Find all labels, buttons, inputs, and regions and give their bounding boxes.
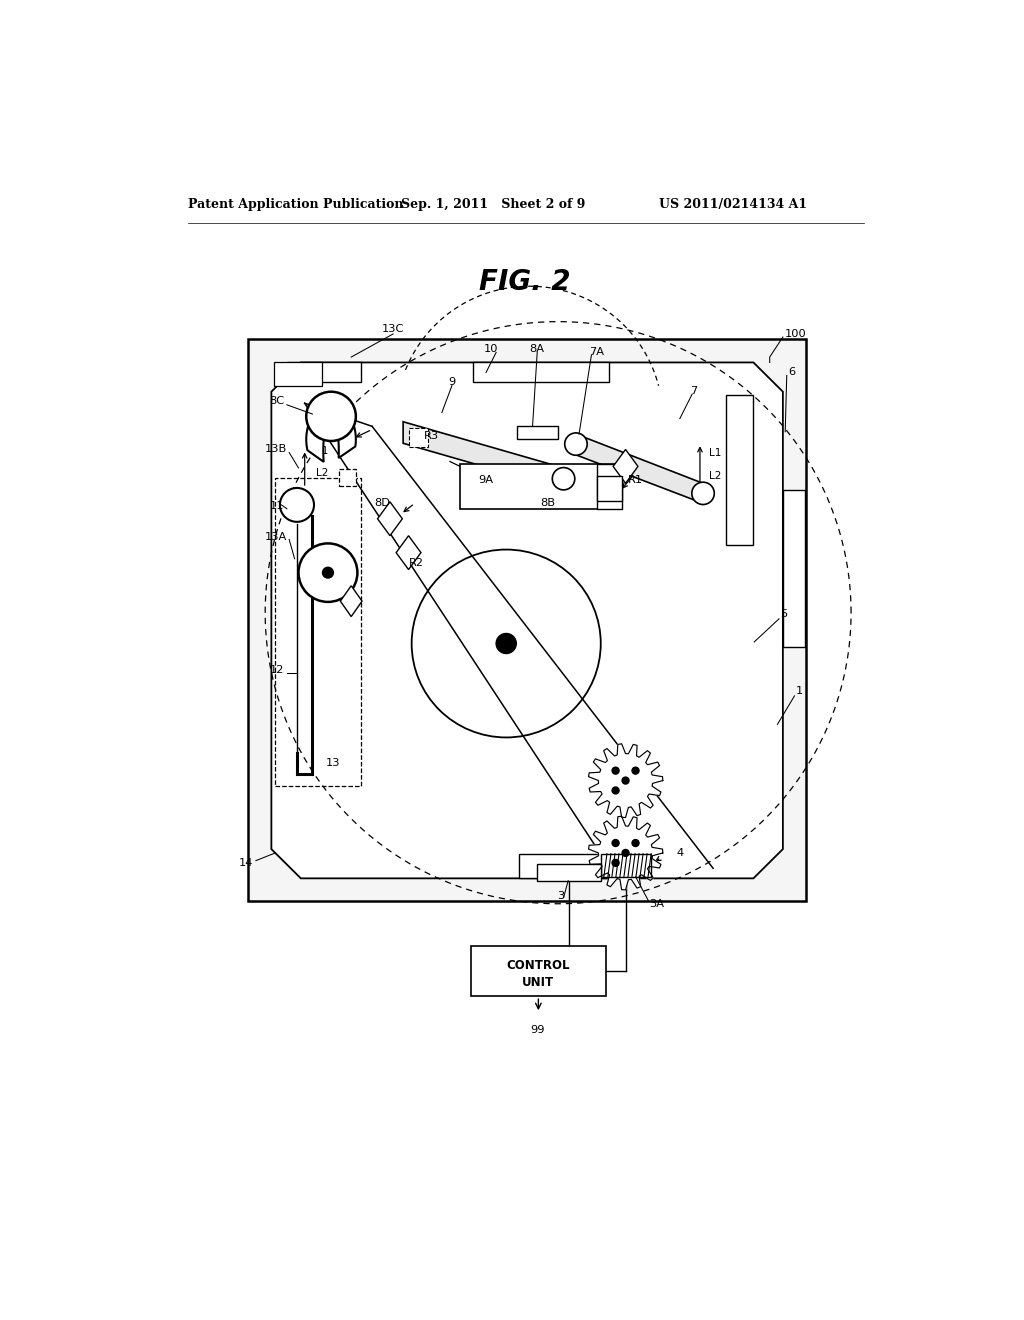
Text: CONTROL: CONTROL (507, 958, 570, 972)
Text: 5: 5 (780, 610, 787, 619)
Bar (471, 946, 606, 997)
Bar (460, 465, 623, 508)
Text: 3A: 3A (649, 899, 664, 908)
Text: 9A: 9A (478, 475, 494, 486)
Bar (473, 363, 608, 381)
Text: L2: L2 (710, 471, 722, 480)
Circle shape (496, 634, 516, 653)
Polygon shape (306, 404, 356, 462)
Bar (601, 854, 651, 876)
Text: 13B: 13B (264, 445, 287, 454)
Circle shape (306, 392, 356, 441)
Text: 13A: 13A (264, 532, 287, 543)
Text: 7A: 7A (589, 347, 604, 358)
Text: 7: 7 (690, 385, 697, 396)
Bar (783, 490, 805, 647)
Text: 9: 9 (449, 376, 456, 387)
Circle shape (632, 840, 639, 846)
Text: 13C: 13C (382, 325, 404, 334)
Circle shape (564, 433, 587, 455)
Text: 8B: 8B (541, 499, 556, 508)
Text: R2: R2 (409, 557, 424, 568)
Polygon shape (378, 502, 402, 536)
Circle shape (612, 767, 620, 774)
Text: L1: L1 (315, 446, 328, 455)
Text: L1: L1 (710, 447, 722, 458)
Text: 1: 1 (796, 686, 803, 696)
Bar (538, 863, 601, 880)
Text: 8C: 8C (269, 396, 285, 407)
Bar (339, 469, 356, 486)
Polygon shape (589, 816, 663, 890)
Bar (597, 465, 623, 508)
Text: 14: 14 (240, 858, 254, 869)
Circle shape (412, 549, 601, 738)
Text: 100: 100 (785, 329, 807, 339)
Text: US 2011/0214134 A1: US 2011/0214134 A1 (658, 198, 807, 211)
Polygon shape (613, 450, 638, 483)
Circle shape (612, 840, 620, 846)
Circle shape (622, 850, 629, 857)
Text: UNIT: UNIT (522, 975, 554, 989)
Polygon shape (340, 586, 362, 616)
Polygon shape (396, 536, 421, 570)
Text: 99: 99 (530, 1026, 545, 1035)
Circle shape (692, 482, 715, 504)
Circle shape (552, 467, 574, 490)
Text: 13: 13 (326, 758, 341, 768)
Text: 10: 10 (483, 345, 498, 354)
Circle shape (323, 568, 334, 578)
Text: 6: 6 (788, 367, 796, 378)
Polygon shape (271, 363, 783, 878)
Polygon shape (517, 426, 558, 440)
Text: FIG. 2: FIG. 2 (479, 268, 570, 296)
Polygon shape (575, 434, 703, 503)
Text: R1: R1 (628, 475, 643, 486)
Polygon shape (403, 422, 563, 490)
Circle shape (299, 544, 357, 602)
Bar (519, 854, 616, 878)
Text: Sep. 1, 2011   Sheet 2 of 9: Sep. 1, 2011 Sheet 2 of 9 (400, 198, 585, 211)
Text: 12: 12 (270, 665, 285, 676)
Bar (287, 363, 360, 381)
Circle shape (622, 777, 629, 784)
Text: R3: R3 (424, 430, 439, 441)
Text: 4: 4 (677, 847, 684, 858)
Bar (275, 478, 360, 785)
Circle shape (612, 859, 620, 866)
Circle shape (632, 767, 639, 774)
Text: 8D: 8D (374, 499, 390, 508)
Polygon shape (589, 743, 663, 817)
Bar (409, 428, 428, 447)
Bar (726, 395, 754, 545)
Bar (597, 475, 623, 502)
Circle shape (280, 488, 314, 521)
Text: 8A: 8A (529, 345, 545, 354)
Bar (273, 363, 322, 385)
Text: L2: L2 (315, 467, 328, 478)
Text: Patent Application Publication: Patent Application Publication (188, 198, 403, 211)
Bar (248, 339, 806, 902)
Text: 11: 11 (270, 502, 285, 511)
Circle shape (612, 787, 620, 793)
Text: 3: 3 (557, 891, 564, 902)
